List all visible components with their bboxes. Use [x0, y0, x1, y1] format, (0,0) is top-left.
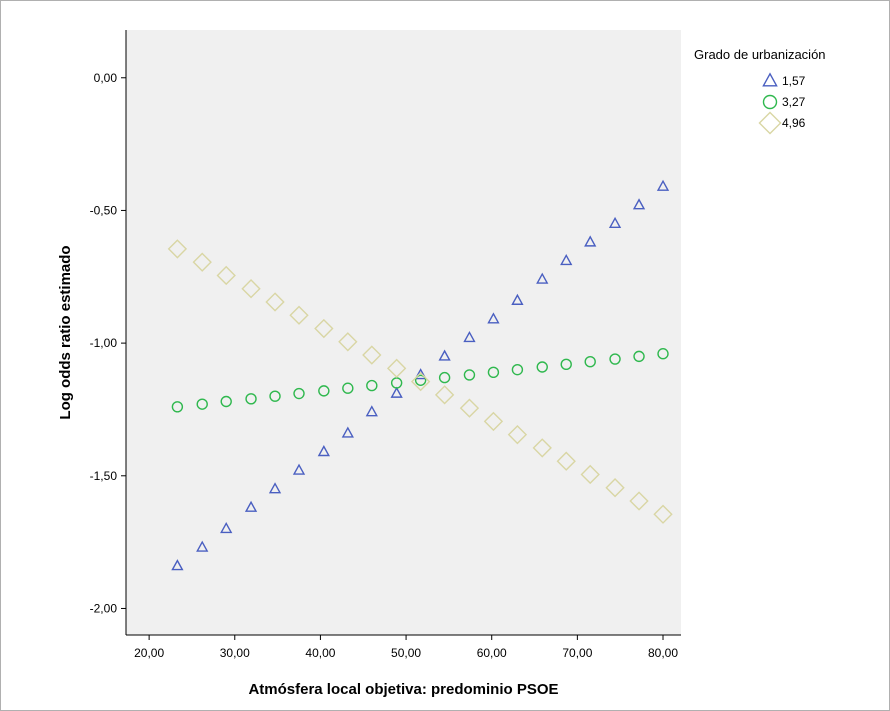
legend-triangle-icon	[762, 72, 778, 87]
diamond-point	[241, 279, 261, 299]
diamond-point	[507, 424, 528, 445]
x-tick-label: 50,00	[391, 646, 421, 660]
x-tick-label: 20,00	[134, 646, 164, 660]
data-points	[167, 179, 673, 571]
legend-item: 3,27	[762, 94, 806, 110]
triangle-point	[487, 312, 500, 324]
triangle-point	[292, 463, 306, 475]
circle-point	[657, 348, 669, 360]
triangle-point	[560, 254, 573, 266]
series-circle	[171, 348, 669, 413]
triangle-point	[438, 349, 451, 361]
triangle-point	[220, 522, 233, 534]
y-tick-label: 0,00	[94, 71, 118, 85]
circle-point	[269, 390, 281, 402]
y-tick-label: -2,00	[90, 601, 118, 615]
series-triangle	[171, 179, 670, 571]
triangle-point	[584, 235, 597, 247]
circle-point	[245, 393, 257, 405]
circle-point	[584, 355, 596, 368]
diamond-point	[338, 332, 358, 352]
x-tick-label: 70,00	[562, 646, 592, 660]
triangle-point	[317, 445, 330, 457]
circle-point	[220, 395, 232, 408]
diamond-point	[605, 478, 625, 498]
diamond-point	[192, 252, 212, 272]
circle-point	[293, 387, 305, 400]
x-axis-title: Atmósfera local objetiva: predominio PSO…	[248, 681, 558, 698]
y-tick-label: -1,50	[90, 469, 118, 483]
y-axis-ticks: 0,00 -0,50 -1,00 -1,50 -2,00	[90, 71, 126, 615]
triangle-point	[341, 426, 354, 438]
triangle-point	[536, 272, 549, 284]
circle-point	[633, 350, 645, 363]
diamond-point	[556, 451, 576, 471]
triangle-point	[268, 482, 282, 494]
diamond-point	[289, 305, 309, 325]
diamond-point	[483, 411, 504, 432]
legend-diamond-icon	[758, 111, 782, 135]
diamond-point	[386, 358, 407, 378]
legend-label: 1,57	[782, 74, 806, 88]
circle-point	[438, 371, 451, 384]
triangle-point	[244, 500, 258, 512]
axes	[125, 30, 681, 636]
circle-point	[196, 398, 208, 410]
circle-point	[536, 361, 548, 373]
circle-point	[609, 353, 621, 365]
x-tick-label: 40,00	[305, 646, 335, 660]
x-tick-label: 60,00	[477, 646, 507, 660]
circle-point	[463, 369, 476, 381]
triangle-point	[171, 559, 184, 571]
circle-point	[342, 382, 354, 394]
triangle-point	[390, 386, 403, 398]
circle-point	[318, 385, 330, 397]
legend-title: Grado de urbanización	[694, 47, 826, 62]
diamond-point	[434, 385, 455, 405]
triangle-point	[656, 179, 670, 191]
x-tick-label: 80,00	[648, 646, 678, 660]
diamond-point	[216, 265, 236, 286]
circle-point	[414, 374, 427, 386]
diamond-point	[314, 318, 334, 339]
diamond-point	[459, 398, 480, 418]
legend-item: 1,57	[762, 72, 806, 88]
x-axis-ticks: 20,00 30,00 40,00 50,00 60,00 70,00 80,00	[134, 635, 678, 660]
diamond-point	[653, 504, 673, 524]
diamond-point	[410, 371, 431, 392]
legend-label: 3,27	[782, 95, 806, 109]
triangle-point	[196, 540, 209, 552]
legend-item: 4,96	[758, 111, 806, 135]
diamond-point	[629, 491, 649, 511]
legend-label: 4,96	[782, 116, 806, 130]
triangle-point	[463, 330, 476, 343]
legend-items: 1,57 3,27 4,96	[758, 72, 806, 135]
y-tick-label: -1,00	[90, 336, 118, 350]
plot-area	[126, 30, 681, 635]
series-diamond	[167, 239, 673, 524]
triangle-point	[608, 216, 622, 229]
triangle-point	[511, 293, 524, 305]
circle-point	[171, 401, 184, 413]
circle-point	[366, 379, 378, 392]
diamond-point	[167, 239, 188, 259]
circle-point	[560, 358, 572, 371]
diamond-point	[532, 438, 552, 458]
x-tick-label: 30,00	[220, 646, 250, 660]
triangle-point	[414, 368, 427, 380]
legend: Grado de urbanización 1,57 3,27 4,96	[694, 47, 826, 135]
diamond-point	[265, 292, 285, 312]
triangle-point	[365, 405, 378, 417]
circle-point	[511, 363, 524, 376]
y-axis-title: Log odds ratio estimado	[57, 245, 74, 419]
y-tick-label: -0,50	[90, 203, 118, 217]
circle-point	[487, 366, 500, 379]
diamond-point	[580, 464, 600, 485]
triangle-point	[632, 198, 646, 210]
diamond-point	[362, 345, 382, 365]
legend-circle-icon	[762, 94, 778, 110]
